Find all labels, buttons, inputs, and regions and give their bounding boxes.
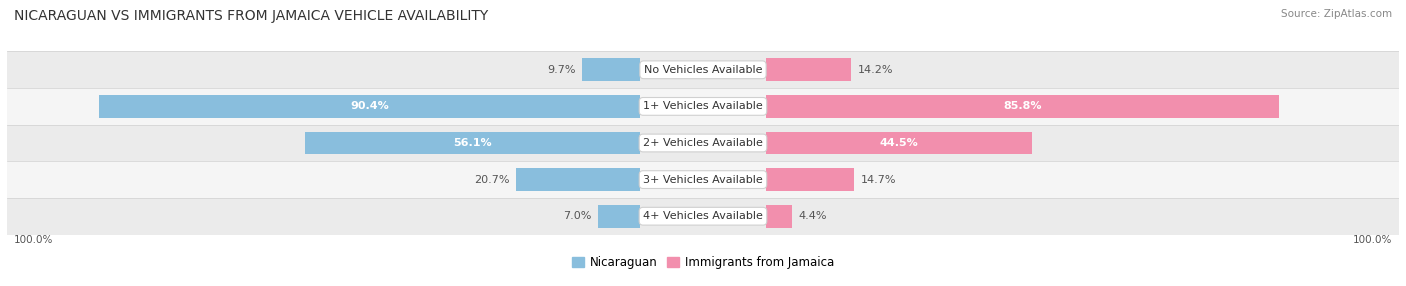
Text: 9.7%: 9.7%: [547, 65, 575, 75]
Bar: [7, 125, 1399, 161]
Bar: [516, 168, 640, 191]
Text: 3+ Vehicles Available: 3+ Vehicles Available: [643, 175, 763, 184]
Text: 100.0%: 100.0%: [14, 235, 53, 245]
Bar: [582, 58, 640, 81]
Bar: [766, 58, 851, 81]
Text: 85.8%: 85.8%: [1002, 102, 1042, 111]
Bar: [305, 132, 640, 154]
Legend: Nicaraguan, Immigrants from Jamaica: Nicaraguan, Immigrants from Jamaica: [572, 256, 834, 269]
Text: No Vehicles Available: No Vehicles Available: [644, 65, 762, 75]
Bar: [766, 205, 792, 228]
Text: 4.4%: 4.4%: [799, 211, 828, 221]
Bar: [766, 95, 1279, 118]
Text: 56.1%: 56.1%: [453, 138, 492, 148]
Bar: [7, 88, 1399, 125]
Text: 20.7%: 20.7%: [474, 175, 509, 184]
Text: 2+ Vehicles Available: 2+ Vehicles Available: [643, 138, 763, 148]
Bar: [7, 51, 1399, 88]
Bar: [766, 132, 1032, 154]
Bar: [7, 161, 1399, 198]
Text: 90.4%: 90.4%: [350, 102, 389, 111]
Text: 14.7%: 14.7%: [860, 175, 896, 184]
Text: NICARAGUAN VS IMMIGRANTS FROM JAMAICA VEHICLE AVAILABILITY: NICARAGUAN VS IMMIGRANTS FROM JAMAICA VE…: [14, 9, 488, 23]
Bar: [100, 95, 640, 118]
Bar: [766, 168, 853, 191]
Text: 1+ Vehicles Available: 1+ Vehicles Available: [643, 102, 763, 111]
Text: 4+ Vehicles Available: 4+ Vehicles Available: [643, 211, 763, 221]
Text: 7.0%: 7.0%: [564, 211, 592, 221]
Bar: [7, 198, 1399, 235]
Text: 44.5%: 44.5%: [879, 138, 918, 148]
Text: Source: ZipAtlas.com: Source: ZipAtlas.com: [1281, 9, 1392, 19]
Bar: [599, 205, 640, 228]
Text: 100.0%: 100.0%: [1353, 235, 1392, 245]
Text: 14.2%: 14.2%: [858, 65, 893, 75]
